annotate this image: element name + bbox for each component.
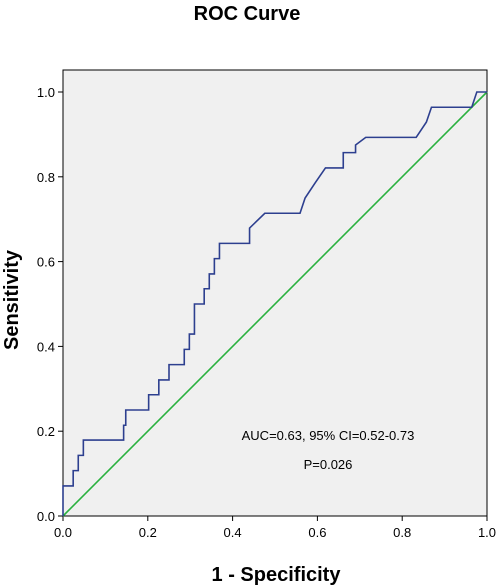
x-tick-label: 0.2 — [139, 525, 157, 540]
x-tick-label: 0.6 — [308, 525, 326, 540]
series-layer — [62, 91, 488, 517]
y-tick-label: 0.8 — [37, 170, 55, 185]
chart-title: ROC Curve — [194, 3, 301, 25]
roc-curve-line — [62, 91, 487, 516]
y-tick-label: 0.2 — [37, 424, 55, 439]
p-value-annotation: P=0.026 — [304, 457, 353, 472]
x-tick-label: 0.4 — [224, 525, 242, 540]
y-tick-label: 0.0 — [37, 509, 55, 524]
x-tick-label: 0.8 — [393, 525, 411, 540]
x-tick-label: 0.0 — [54, 525, 72, 540]
x-axis-title: 1 - Specificity — [212, 564, 342, 586]
plot-area — [62, 69, 488, 517]
x-tick-label: 1.0 — [478, 525, 496, 540]
y-axis-title: Sensitivity — [1, 249, 23, 350]
axis-ticks: 0.0 0.2 0.4 0.6 0.8 1.0 0.0 0.2 0.4 0.6 0.8 1.0 — [37, 85, 496, 540]
y-tick-label: 1.0 — [37, 85, 55, 100]
y-tick-label: 0.6 — [37, 255, 55, 270]
y-tick-label: 0.4 — [37, 339, 55, 354]
auc-annotation: AUC=0.63, 95% CI=0.52-0.73 — [242, 428, 415, 443]
reference-diagonal-line — [62, 91, 488, 517]
